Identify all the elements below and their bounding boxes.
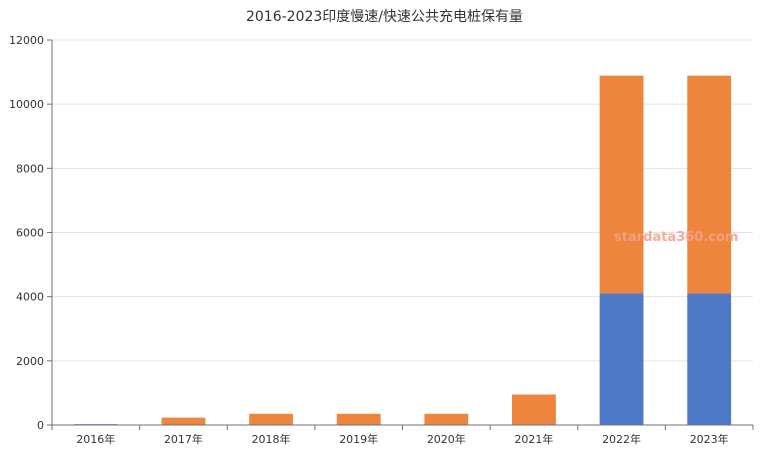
x-tick-label: 2016年	[76, 432, 115, 446]
x-tick-label: 2017年	[164, 432, 203, 446]
y-tick-label: 4000	[16, 291, 44, 304]
bar-series2	[336, 413, 381, 425]
y-tick-label: 10000	[9, 98, 44, 111]
x-tick-label: 2018年	[252, 432, 291, 446]
bar-series2	[512, 394, 556, 425]
y-tick-label: 8000	[16, 162, 44, 175]
y-tick-label: 6000	[16, 227, 44, 240]
x-tick-label: 2022年	[602, 432, 641, 446]
y-tick-label: 0	[37, 419, 44, 432]
watermark-text: stardata360.com	[614, 230, 739, 245]
bar-series2	[687, 75, 732, 294]
x-tick-label: 2020年	[427, 432, 466, 446]
bar-series2	[161, 417, 206, 425]
bar-series1	[599, 293, 644, 425]
y-tick-label: 2000	[16, 355, 44, 368]
bar-series2	[424, 413, 469, 425]
x-tick-label: 2023年	[690, 432, 729, 446]
x-tick-label: 2021年	[514, 432, 553, 446]
bar-series2	[599, 75, 644, 294]
bar-series2	[249, 413, 293, 425]
chart-title: 2016-2023印度慢速/快速公共充电桩保有量	[245, 9, 524, 25]
y-tick-label: 12000	[9, 34, 44, 47]
axes: 0 2000 4000 6000 8000 10000 12000 2016年 2017年 201…	[9, 34, 754, 446]
bars	[73, 75, 732, 426]
bar-series1	[687, 293, 732, 425]
x-tick-label: 2019年	[339, 432, 378, 446]
gridlines	[52, 39, 753, 362]
